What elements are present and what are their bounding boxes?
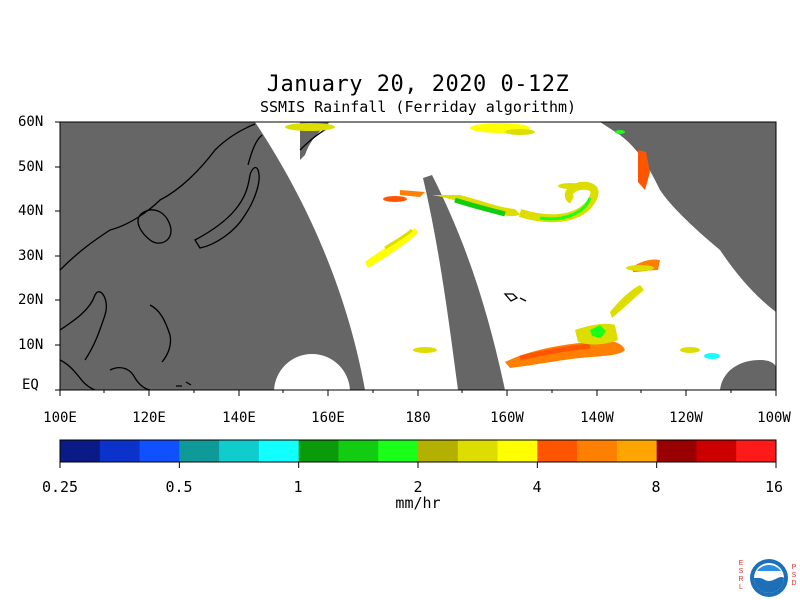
- colorbar-tick-1: 1: [293, 478, 303, 496]
- colorbar-swatch: [179, 440, 220, 462]
- colorbar-swatch: [577, 440, 618, 462]
- lon-label-100e: 100E: [43, 410, 77, 426]
- colorbar-tick-0-25: 0.25: [41, 478, 79, 496]
- colorbar-swatch: [99, 440, 141, 462]
- colorbar-tick-0-5: 0.5: [165, 478, 193, 496]
- lon-label-120e: 120E: [132, 410, 166, 426]
- lat-label-10n: 10N: [18, 337, 44, 353]
- lon-label-120w: 120W: [669, 410, 703, 426]
- colorbar-tick-4: 4: [532, 478, 542, 496]
- lon-label-160e: 160E: [311, 410, 345, 426]
- map-title: January 20, 2020 0-12Z: [266, 72, 570, 97]
- colorbar-swatch: [338, 440, 379, 462]
- colorbar-swatch: [298, 440, 339, 462]
- colorbar-swatch: [219, 440, 260, 462]
- colorbar-swatch: [258, 440, 300, 462]
- no-data-swath-west: [60, 122, 365, 390]
- lat-label-40n: 40N: [18, 203, 44, 219]
- no-data-east-south: [720, 360, 776, 390]
- orbit-gap: [274, 354, 350, 390]
- colorbar-tick-8: 8: [651, 478, 661, 496]
- lon-label-140e: 140E: [222, 410, 256, 426]
- lat-label-eq: EQ: [22, 377, 39, 393]
- colorbar-swatch: [736, 440, 777, 462]
- rain-patches: [285, 123, 720, 368]
- colorbar-swatch: [537, 440, 578, 462]
- lat-label-50n: 50N: [18, 159, 44, 175]
- colorbar-tick-2: 2: [413, 478, 423, 496]
- colorbar-swatch: [457, 440, 499, 462]
- colorbar-swatch: [60, 440, 101, 462]
- colorbar-swatch: [696, 440, 737, 462]
- colorbar-swatch: [616, 440, 658, 462]
- lon-label-100w: 100W: [757, 410, 791, 426]
- lat-label-30n: 30N: [18, 248, 44, 264]
- lon-label-180: 180: [405, 410, 431, 426]
- lat-label-60n: 60N: [18, 114, 44, 130]
- colorbar-swatch: [656, 440, 697, 462]
- lon-label-140w: 140W: [580, 410, 614, 426]
- colorbar-units: mm/hr: [395, 494, 441, 512]
- lon-label-160w: 160W: [490, 410, 524, 426]
- colorbar-swatch: [139, 440, 180, 462]
- no-data-east: [600, 122, 776, 312]
- colorbar: [59, 439, 777, 468]
- logo-center-text: NOAA: [761, 571, 777, 577]
- colorbar-swatch: [497, 440, 538, 462]
- lat-label-20n: 20N: [18, 292, 44, 308]
- colorbar-swatch: [418, 440, 459, 462]
- map-subtitle: SSMIS Rainfall (Ferriday algorithm): [259, 98, 577, 116]
- no-data-swath-center: [423, 175, 505, 390]
- colorbar-tick-16: 16: [764, 478, 784, 496]
- colorbar-swatch: [378, 440, 419, 462]
